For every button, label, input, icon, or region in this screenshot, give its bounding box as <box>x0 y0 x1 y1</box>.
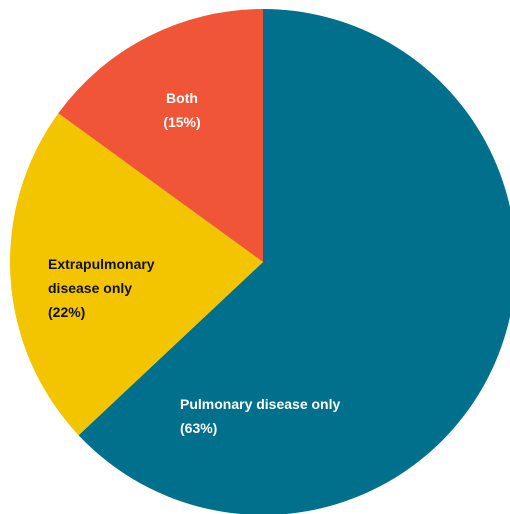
slice-label: Pulmonary disease only (63%) <box>180 392 420 440</box>
value-label: (22%) <box>48 304 86 320</box>
value-label: (63%) <box>180 420 218 436</box>
category-label: Both <box>166 90 198 106</box>
slice-label: Extrapulmonary disease only (22%) <box>48 252 208 324</box>
pie-slice <box>9 113 264 436</box>
slice-label: Both (15%) <box>152 86 212 134</box>
category-label: Extrapulmonary disease only <box>48 256 155 296</box>
pie-slice <box>78 9 510 514</box>
category-label: Pulmonary disease only <box>180 396 341 412</box>
value-label: (15%) <box>163 114 201 130</box>
pie-slice <box>58 8 264 262</box>
